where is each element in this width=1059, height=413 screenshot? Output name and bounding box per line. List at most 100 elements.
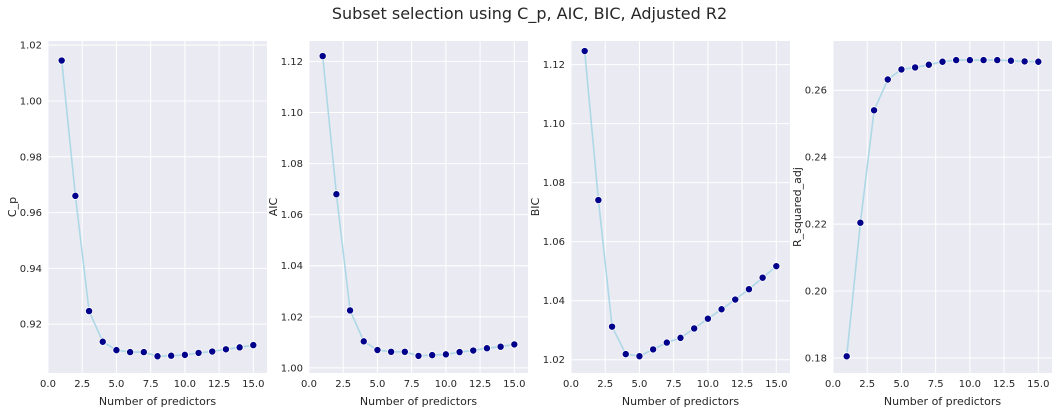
- data-point: [883, 75, 892, 84]
- data-point: [897, 65, 906, 74]
- data-point: [703, 314, 712, 323]
- data-point: [608, 322, 617, 331]
- data-point: [1034, 57, 1043, 66]
- x-tick-label: 5.0: [108, 379, 124, 390]
- figure-title: Subset selection using C_p, AIC, BIC, Ad…: [331, 4, 728, 23]
- y-tick-label: 1.02: [20, 41, 42, 52]
- data-point: [911, 63, 920, 72]
- y-tick-label: 0.20: [805, 287, 827, 298]
- x-tick-label: 5.0: [893, 379, 909, 390]
- x-axis-label: Number of predictors: [99, 395, 216, 408]
- data-point: [482, 344, 491, 353]
- data-point: [57, 56, 66, 65]
- data-point: [387, 347, 396, 356]
- x-tick-label: 10.0: [959, 379, 981, 390]
- y-tick-label: 1.04: [543, 296, 565, 307]
- data-point: [635, 352, 644, 361]
- x-axis-label: Number of predictors: [622, 395, 739, 408]
- data-point: [346, 306, 355, 315]
- y-axis-label: BIC: [529, 197, 542, 216]
- data-point: [758, 273, 767, 282]
- data-point: [139, 348, 148, 357]
- y-tick-label: 0.26: [805, 86, 827, 97]
- data-point: [690, 324, 699, 333]
- x-tick-label: 0.0: [40, 379, 56, 390]
- y-axis-label: C_p: [6, 197, 19, 217]
- data-point: [85, 307, 94, 316]
- y-tick-label: 0.94: [20, 264, 42, 275]
- x-tick-label: 12.5: [469, 379, 491, 390]
- x-tick-label: 10.0: [435, 379, 457, 390]
- data-point: [1006, 56, 1015, 65]
- data-point: [965, 56, 974, 65]
- data-point: [717, 305, 726, 314]
- plot-area: [833, 41, 1052, 373]
- y-tick-label: 1.12: [281, 57, 303, 68]
- x-tick-label: 7.5: [666, 379, 682, 390]
- data-point: [979, 56, 988, 65]
- x-tick-label: 15.0: [1027, 379, 1049, 390]
- plot-area: [48, 41, 267, 373]
- data-point: [842, 352, 851, 361]
- data-point: [662, 338, 671, 347]
- data-point: [194, 348, 203, 357]
- data-point: [441, 350, 450, 359]
- y-tick-label: 1.04: [281, 261, 303, 272]
- x-tick-label: 2.5: [859, 379, 875, 390]
- data-point: [112, 346, 121, 355]
- x-tick-label: 7.5: [928, 379, 944, 390]
- y-tick-label: 0.96: [20, 208, 42, 219]
- y-tick-label: 1.00: [281, 363, 303, 374]
- data-point: [580, 47, 589, 56]
- data-point: [924, 60, 933, 69]
- y-tick-label: 0.18: [805, 353, 827, 364]
- data-point: [221, 345, 230, 354]
- data-point: [153, 352, 162, 361]
- y-tick-label: 1.10: [543, 119, 565, 130]
- y-tick-label: 1.12: [543, 60, 565, 71]
- x-axis-label: Number of predictors: [884, 395, 1001, 408]
- data-point: [856, 218, 865, 227]
- data-point: [469, 346, 478, 355]
- x-tick-label: 2.5: [74, 379, 90, 390]
- y-tick-label: 1.08: [281, 159, 303, 170]
- data-point: [594, 196, 603, 205]
- x-tick-label: 12.5: [731, 379, 753, 390]
- x-tick-label: 7.5: [143, 379, 159, 390]
- data-point: [98, 337, 107, 346]
- data-point: [772, 262, 781, 271]
- x-tick-label: 0.0: [301, 379, 317, 390]
- x-tick-label: 12.5: [208, 379, 230, 390]
- data-point: [414, 351, 423, 360]
- y-tick-label: 0.98: [20, 152, 42, 163]
- y-tick-label: 1.02: [281, 312, 303, 323]
- data-point: [938, 57, 947, 66]
- x-tick-label: 5.0: [369, 379, 385, 390]
- data-point: [249, 341, 258, 350]
- data-point: [167, 351, 176, 360]
- x-tick-label: 15.0: [242, 379, 264, 390]
- data-point: [870, 106, 879, 115]
- x-tick-label: 0.0: [563, 379, 579, 390]
- x-tick-label: 10.0: [697, 379, 719, 390]
- x-tick-label: 0.0: [825, 379, 841, 390]
- y-tick-label: 0.22: [805, 220, 827, 231]
- x-axis-label: Number of predictors: [360, 395, 477, 408]
- x-tick-label: 15.0: [765, 379, 787, 390]
- subplot-3: 0.0 2.5 5.0 7.5 10.0 12.5 15.0 1.02 1.04 1.06 1.08…: [529, 41, 790, 408]
- x-tick-label: 2.5: [335, 379, 351, 390]
- y-tick-label: 1.02: [543, 355, 565, 366]
- y-tick-label: 1.08: [543, 178, 565, 189]
- subplot-2: 0.0 2.5 5.0 7.5 10.0 12.5 15.0 1.00 1.02 1.04 1.06…: [267, 41, 528, 408]
- data-point: [180, 350, 189, 359]
- x-tick-label: 12.5: [993, 379, 1015, 390]
- data-point: [621, 350, 630, 359]
- x-tick-label: 10.0: [174, 379, 196, 390]
- data-point: [71, 191, 80, 200]
- data-point: [496, 342, 505, 351]
- data-point: [952, 56, 961, 65]
- data-point: [332, 190, 341, 199]
- y-axis-label: R_squared_adj: [791, 167, 804, 247]
- subplot-4: 0.0 2.5 5.0 7.5 10.0 12.5 15.0 0.18 0.20 0.22 0.24…: [791, 41, 1052, 408]
- y-tick-label: 1.10: [281, 108, 303, 119]
